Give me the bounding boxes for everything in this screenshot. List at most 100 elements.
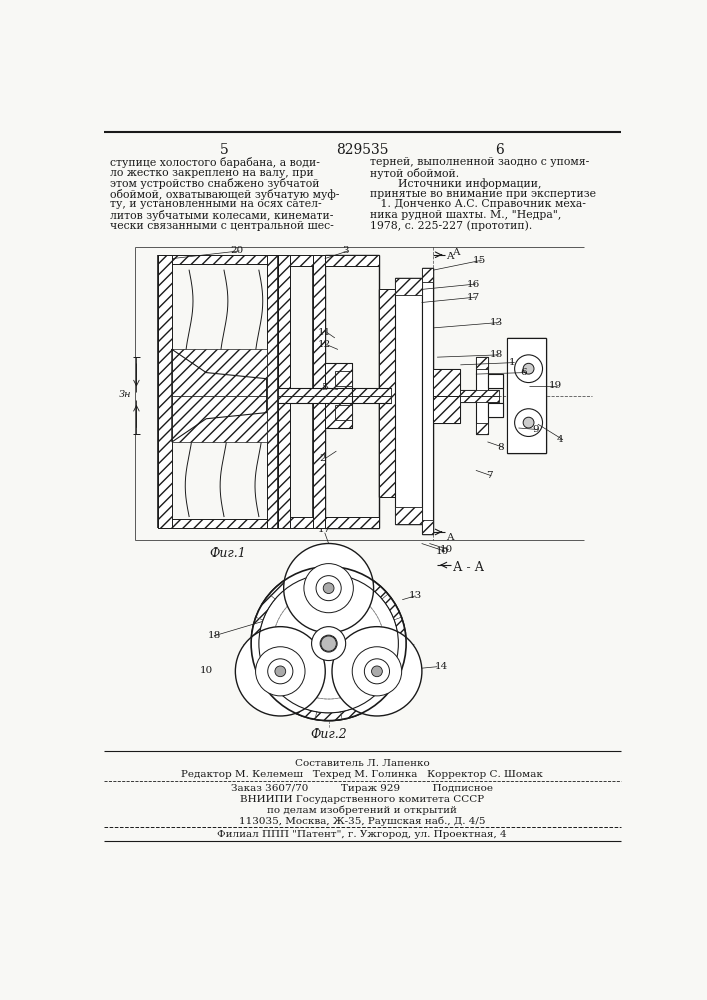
Text: 10: 10 <box>436 547 449 556</box>
Wedge shape <box>251 617 263 644</box>
Text: Редактор М. Келемеш   Техред М. Голинка   Корректор С. Шомак: Редактор М. Келемеш Техред М. Голинка Ко… <box>181 770 543 779</box>
Text: 10: 10 <box>199 666 213 675</box>
Text: 11: 11 <box>318 328 332 337</box>
Text: Фиг.1: Фиг.1 <box>209 547 246 560</box>
Text: Составитель Л. Лапенко: Составитель Л. Лапенко <box>295 759 429 768</box>
Wedge shape <box>341 704 368 719</box>
Text: 5: 5 <box>205 387 212 396</box>
Circle shape <box>316 576 341 601</box>
Bar <box>433 369 460 396</box>
Circle shape <box>515 355 542 383</box>
Circle shape <box>323 583 334 594</box>
Bar <box>335 371 352 386</box>
Bar <box>488 403 503 417</box>
Text: 12: 12 <box>318 340 332 349</box>
Text: A: A <box>446 533 454 542</box>
Bar <box>158 519 279 528</box>
Text: 18: 18 <box>207 631 221 640</box>
Bar <box>488 374 503 388</box>
Circle shape <box>364 659 390 684</box>
Text: ника рудной шахты. М., "Недра",: ника рудной шахты. М., "Недра", <box>370 210 561 220</box>
Bar <box>395 278 421 295</box>
Bar <box>460 396 499 402</box>
Bar <box>290 255 313 266</box>
Bar <box>421 268 433 534</box>
Bar <box>325 255 379 266</box>
Wedge shape <box>341 568 368 584</box>
Text: А - А: А - А <box>452 561 484 574</box>
Wedge shape <box>251 644 263 670</box>
Text: 5: 5 <box>322 383 328 392</box>
Circle shape <box>284 544 373 633</box>
Text: 6: 6 <box>520 368 527 377</box>
Bar <box>433 396 460 423</box>
Text: A: A <box>452 248 460 257</box>
Text: нутой обоймой.: нутой обоймой. <box>370 168 459 179</box>
Bar <box>158 255 172 528</box>
Text: 10: 10 <box>440 545 453 554</box>
Text: 15: 15 <box>473 256 486 265</box>
Circle shape <box>332 627 422 716</box>
Wedge shape <box>315 567 342 575</box>
Circle shape <box>312 627 346 661</box>
Text: 6: 6 <box>495 143 503 157</box>
Bar <box>476 357 488 369</box>
Wedge shape <box>290 704 317 719</box>
Bar <box>460 389 499 396</box>
Wedge shape <box>256 667 275 693</box>
Text: 19: 19 <box>549 381 561 390</box>
Bar <box>267 255 279 528</box>
Circle shape <box>372 666 382 677</box>
Text: ступице холостого барабана, а води-: ступице холостого барабана, а води- <box>110 157 320 168</box>
Bar <box>158 255 279 264</box>
Text: терней, выполненной заодно с упомя-: терней, выполненной заодно с упомя- <box>370 157 589 167</box>
Wedge shape <box>382 594 402 620</box>
Text: 16: 16 <box>467 280 480 289</box>
Text: Фиг.2: Фиг.2 <box>310 728 347 741</box>
Wedge shape <box>363 688 388 710</box>
Text: Заказ 3607/70          Тираж 929          Подписное: Заказ 3607/70 Тираж 929 Подписное <box>231 784 493 793</box>
Wedge shape <box>256 594 275 620</box>
Wedge shape <box>290 568 317 584</box>
Bar <box>313 255 325 528</box>
Text: этом устройство снабжено зубчатой: этом устройство снабжено зубчатой <box>110 178 320 189</box>
Text: Зн: Зн <box>119 390 131 399</box>
Bar <box>507 338 546 453</box>
Circle shape <box>515 409 542 436</box>
Text: 20: 20 <box>230 246 244 255</box>
Text: литов зубчатыми колесами, кинемати-: литов зубчатыми колесами, кинемати- <box>110 210 334 221</box>
Wedge shape <box>395 617 406 644</box>
Text: 1978, с. 225-227 (прототип).: 1978, с. 225-227 (прототип). <box>370 221 532 231</box>
Wedge shape <box>269 688 293 710</box>
Polygon shape <box>172 349 267 442</box>
Bar <box>379 289 395 497</box>
Text: 4: 4 <box>557 435 563 444</box>
Circle shape <box>321 636 337 651</box>
Bar <box>279 388 391 396</box>
Text: 5: 5 <box>220 143 228 157</box>
Bar <box>279 255 290 528</box>
Circle shape <box>304 564 354 613</box>
Wedge shape <box>269 577 293 599</box>
Wedge shape <box>382 667 402 693</box>
Bar <box>395 507 421 524</box>
Bar <box>476 423 488 434</box>
Wedge shape <box>315 712 342 721</box>
Text: принятые во внимание при экспертизе: принятые во внимание при экспертизе <box>370 189 596 199</box>
Bar <box>279 396 391 403</box>
Text: 2: 2 <box>319 454 326 463</box>
Circle shape <box>523 417 534 428</box>
Text: 113035, Москва, Ж-35, Раушская наб., Д. 4/5: 113035, Москва, Ж-35, Раушская наб., Д. … <box>239 816 485 826</box>
Bar <box>335 405 352 420</box>
Circle shape <box>255 647 305 696</box>
Bar <box>325 363 352 396</box>
Text: по делам изобретений и открытий: по делам изобретений и открытий <box>267 805 457 815</box>
Bar <box>290 517 313 528</box>
Bar <box>421 520 433 534</box>
Bar <box>476 357 488 434</box>
Text: 17: 17 <box>318 525 332 534</box>
Circle shape <box>320 635 337 652</box>
Text: 13: 13 <box>409 591 422 600</box>
Bar <box>325 396 352 428</box>
Circle shape <box>251 567 406 721</box>
